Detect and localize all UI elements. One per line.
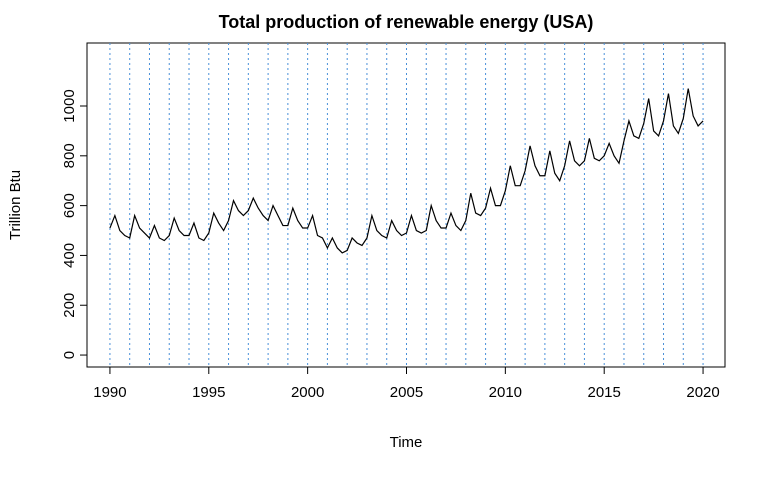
x-axis-label: Time	[390, 434, 423, 451]
y-axis-label: Trillion Btu	[7, 170, 24, 240]
x-tick-label: 2010	[489, 384, 522, 401]
y-tick-label: 800	[61, 143, 78, 168]
y-tick-label: 0	[61, 351, 78, 359]
x-tick-label: 2020	[686, 384, 719, 401]
x-tick-label: 2005	[390, 384, 423, 401]
x-tick-label: 2015	[588, 384, 621, 401]
series-line	[109, 88, 704, 254]
x-tick-label: 1995	[192, 384, 225, 401]
x-tick-label: 1990	[93, 384, 126, 401]
chart-title: Total production of renewable energy (US…	[219, 12, 594, 32]
x-tick-label: 2000	[291, 384, 324, 401]
y-tick-label: 1000	[61, 89, 78, 122]
y-tick-label: 200	[61, 293, 78, 318]
y-tick-label: 600	[61, 193, 78, 218]
y-tick-label: 400	[61, 243, 78, 268]
